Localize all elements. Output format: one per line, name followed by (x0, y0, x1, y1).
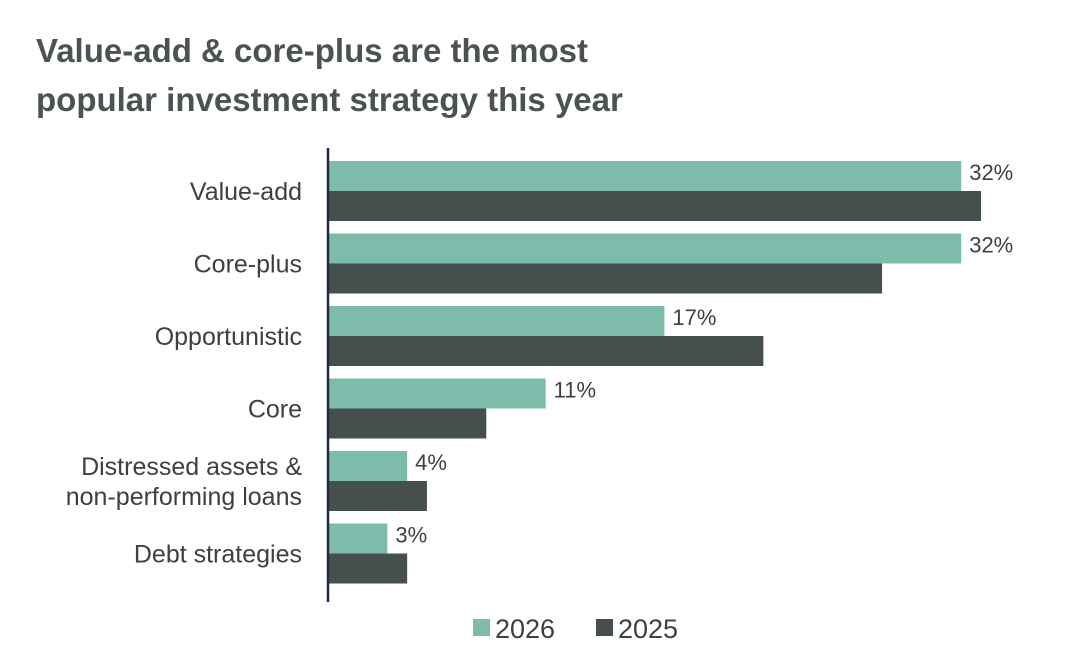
category-label-5: Debt strategies (134, 541, 302, 569)
bar-2026-3 (328, 378, 546, 409)
legend-swatch-2026 (473, 619, 490, 636)
category-label-4-line-0: Distressed assets & (81, 453, 302, 481)
category-label-1: Core-plus (194, 251, 302, 279)
bar-2025-3 (328, 408, 487, 439)
category-label-2: Opportunistic (155, 323, 302, 351)
value-label-2026-5: 3% (395, 523, 427, 548)
chart-title-line-2: popular investment strategy this year (36, 81, 623, 118)
category-label-0: Value-add (190, 178, 302, 206)
bar-2026-2 (328, 306, 665, 336)
chart-title-line-1: Value-add & core-plus are the most (36, 32, 588, 69)
bar-2026-5 (328, 523, 388, 554)
value-label-2026-2: 17% (672, 305, 716, 330)
bar-2025-2 (328, 336, 764, 366)
bar-2025-5 (328, 553, 408, 584)
legend-label-2025: 2025 (618, 614, 678, 644)
legend-swatch-2025 (596, 619, 613, 636)
chart-title: Value-add & core-plus are the most popul… (36, 26, 736, 124)
legend-label-2026: 2026 (495, 614, 555, 644)
value-label-2026-1: 32% (969, 233, 1013, 258)
value-label-2026-4: 4% (415, 450, 447, 475)
bar-2026-1 (328, 233, 962, 264)
bar-2025-4 (328, 481, 427, 511)
category-label-3: Core (248, 396, 302, 424)
value-label-2026-3: 11% (554, 378, 596, 403)
bar-2026-4 (328, 451, 408, 481)
bar-2025-1 (328, 263, 883, 294)
bar-2025-0 (328, 191, 981, 221)
value-label-2026-0: 32% (969, 160, 1013, 185)
category-label-4-line-1: non-performing loans (66, 483, 302, 511)
bar-2026-0 (328, 161, 962, 191)
